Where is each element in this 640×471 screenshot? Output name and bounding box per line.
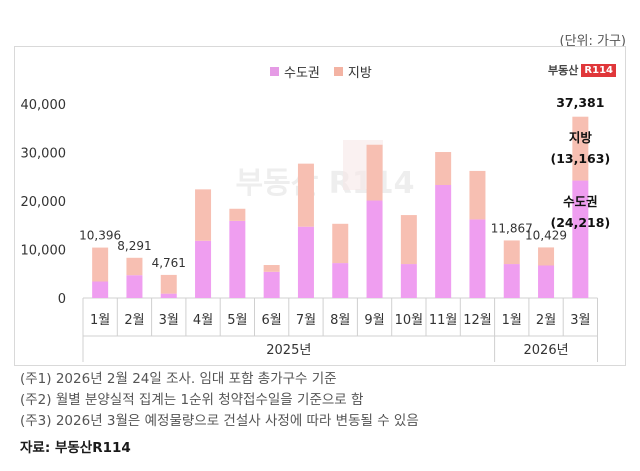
bar-total-label: 4,761 bbox=[152, 256, 186, 270]
bar-local bbox=[503, 240, 520, 265]
x-tick-label: 11월 bbox=[429, 313, 458, 328]
bar-capital bbox=[297, 226, 314, 298]
x-group-label: 2025년 bbox=[266, 343, 311, 358]
bar-local bbox=[435, 152, 452, 185]
bar-local bbox=[572, 116, 589, 181]
bar-capital bbox=[469, 219, 486, 298]
x-tick-label: 3월 bbox=[570, 313, 590, 328]
brand-logo-box: R114 bbox=[581, 63, 616, 77]
bar-capital bbox=[366, 200, 383, 298]
x-tick-label: 6월 bbox=[262, 313, 282, 328]
bar-local bbox=[297, 163, 314, 227]
legend-swatch-capital bbox=[270, 67, 279, 76]
brand-logo: 부동산 R114 bbox=[548, 62, 616, 78]
y-tick-label: 30,000 bbox=[21, 147, 67, 162]
x-tick-label: 7월 bbox=[296, 313, 316, 328]
annotation-capital-title: 수도권 bbox=[563, 194, 598, 209]
bar-capital bbox=[126, 275, 143, 298]
bar-capital bbox=[332, 263, 349, 298]
footnotes: (주1) 2026년 2월 24일 조사. 임대 포함 총가구수 기준 (주2)… bbox=[20, 369, 419, 432]
bar-local bbox=[229, 208, 246, 221]
bar-total-label: 10,429 bbox=[525, 228, 567, 242]
chart-frame bbox=[14, 46, 626, 366]
annotation-local-value: (13,163) bbox=[551, 151, 611, 166]
bar-capital bbox=[160, 293, 177, 298]
annotation-total-value: 37,381 bbox=[556, 95, 604, 110]
bar-local bbox=[160, 274, 177, 294]
bar-local bbox=[538, 247, 555, 266]
bar-local bbox=[469, 170, 486, 220]
x-tick-label: 2월 bbox=[536, 313, 556, 328]
bar-local bbox=[92, 247, 109, 282]
footnote-3: (주3) 2026년 3월은 예정물량으로 건설사 사정에 따라 변동될 수 있… bbox=[20, 413, 419, 429]
legend-item-local: 지방 bbox=[333, 62, 372, 81]
legend-swatch-local bbox=[333, 67, 343, 76]
x-tick-label: 10월 bbox=[395, 313, 424, 328]
bar-capital bbox=[503, 264, 520, 298]
bar-capital bbox=[195, 240, 212, 298]
bar-local bbox=[366, 144, 383, 201]
annotation-local-title: 지방 bbox=[569, 130, 593, 145]
x-tick-label: 1월 bbox=[90, 313, 110, 328]
bar-local bbox=[332, 223, 349, 264]
x-tick-label: 3월 bbox=[159, 313, 179, 328]
y-tick-label: 10,000 bbox=[21, 244, 67, 259]
x-tick-label: 5월 bbox=[227, 313, 247, 328]
bar-local bbox=[126, 257, 143, 276]
bar-total-label: 10,396 bbox=[79, 229, 121, 243]
x-tick-label: 4월 bbox=[193, 313, 213, 328]
bar-total-label: 8,291 bbox=[117, 239, 151, 253]
bar-capital bbox=[229, 220, 246, 298]
bar-capital bbox=[263, 271, 280, 298]
x-tick-label: 9월 bbox=[364, 313, 384, 328]
unit-label: (단위: 가구) bbox=[559, 34, 627, 49]
legend-label-capital: 수도권 bbox=[284, 66, 320, 81]
bar-capital bbox=[92, 281, 109, 298]
bar-local bbox=[263, 265, 280, 272]
legend-label-local: 지방 bbox=[347, 66, 372, 81]
bar-capital bbox=[538, 265, 555, 298]
bar-capital bbox=[400, 264, 417, 298]
footnote-1: (주1) 2026년 2월 24일 조사. 임대 포함 총가구수 기준 bbox=[20, 371, 337, 387]
annotation-capital-value: (24,218) bbox=[551, 215, 611, 230]
y-tick-label: 20,000 bbox=[21, 195, 67, 210]
bar-total-label: 11,867 bbox=[491, 221, 533, 235]
x-group-label: 2026년 bbox=[524, 343, 569, 358]
source-credit: 자료: 부동산R114 bbox=[20, 440, 131, 456]
x-tick-label: 12월 bbox=[463, 313, 492, 328]
footnote-2: (주2) 월별 분양실적 집계는 1순위 청약접수일을 기준으로 함 bbox=[20, 392, 364, 408]
chart-legend: 수도권 지방 bbox=[270, 62, 372, 81]
bar-capital bbox=[572, 180, 589, 298]
chart-watermark: 부동산 R114 bbox=[236, 166, 415, 201]
legend-item-capital: 수도권 bbox=[270, 62, 320, 81]
bar-local bbox=[400, 215, 417, 265]
bar-capital bbox=[435, 184, 452, 298]
y-tick-label: 0 bbox=[58, 292, 66, 307]
brand-logo-text: 부동산 bbox=[548, 64, 579, 77]
x-tick-label: 2월 bbox=[124, 313, 144, 328]
y-tick-label: 40,000 bbox=[21, 98, 67, 113]
bar-local bbox=[195, 189, 212, 241]
x-tick-label: 8월 bbox=[330, 313, 350, 328]
x-tick-label: 1월 bbox=[502, 313, 522, 328]
